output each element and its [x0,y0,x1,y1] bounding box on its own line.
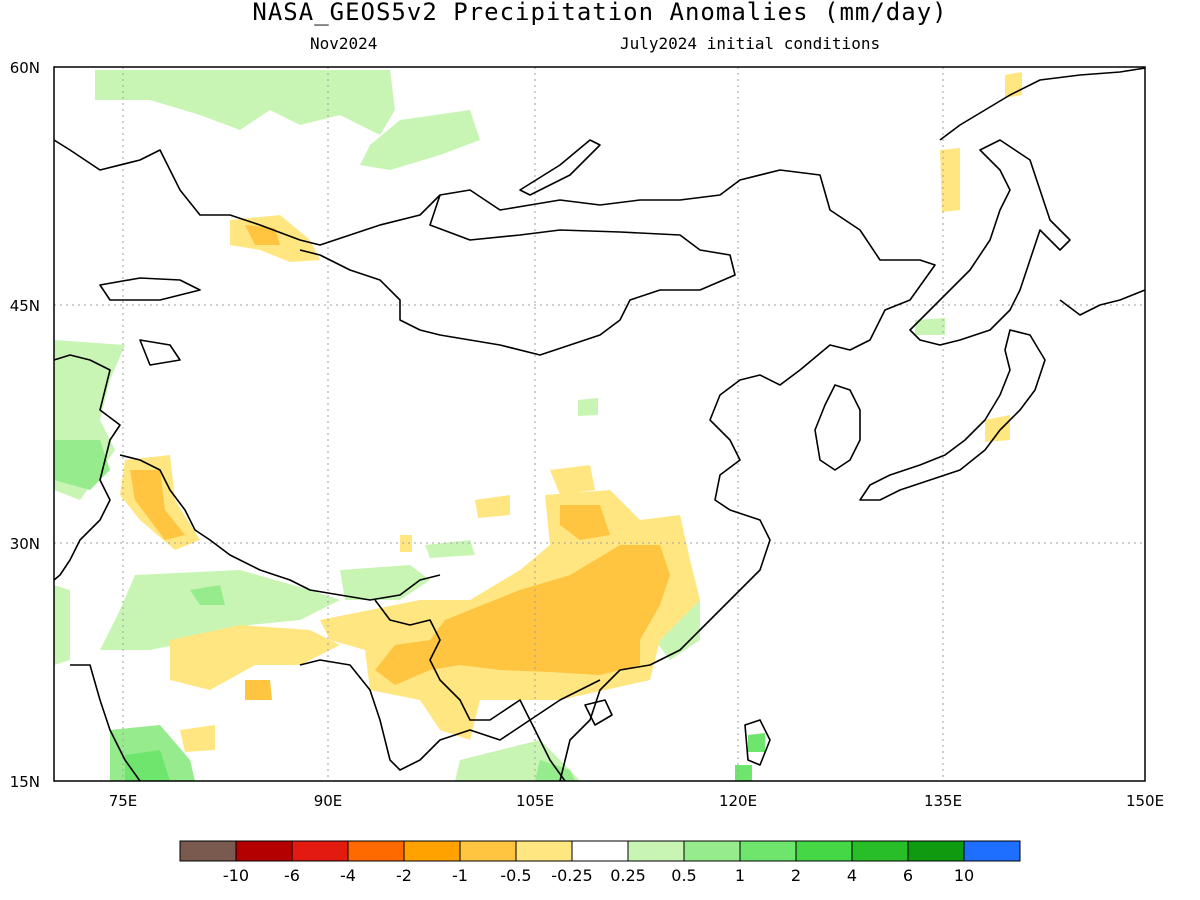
anomaly-region [125,750,170,781]
coastline [70,664,141,782]
coastline [53,139,936,782]
colorbar-swatch [459,840,517,862]
anomaly-region [360,110,480,170]
colorbar-swatch [347,840,405,862]
coastlines [53,67,1146,782]
coastline [119,454,441,601]
coastline [584,699,613,726]
colorbar-label: -4 [340,866,356,885]
y-tick-label: 60N [10,59,40,77]
x-tick-label: 135E [924,792,962,810]
colorbar-swatch [907,840,965,862]
coastline [1059,289,1146,316]
anomaly-region [95,70,395,135]
colorbar-label: -1 [452,866,468,885]
anomaly-region [400,535,412,552]
colorbar-label: 10 [954,866,974,885]
anomaly-region [425,540,475,558]
coastline [99,277,201,301]
colorbar-label: -10 [223,866,249,885]
colorbar-swatch [963,840,1021,862]
anomaly-region [748,733,765,752]
anomaly-region [340,565,430,600]
coastline [939,67,1146,141]
coastline [299,659,601,771]
colorbar-label: 0.5 [671,866,696,885]
colorbar-label: 0.25 [610,866,646,885]
colorbar-swatch [403,840,461,862]
colorbar-swatch [683,840,741,862]
colorbar-label: -6 [284,866,300,885]
anomaly-region [940,148,960,212]
y-axis-labels: 60N 45N 30N 15N [10,59,40,791]
y-tick-label: 30N [10,535,40,553]
x-tick-label: 105E [516,792,554,810]
initial-conditions-label: July2024 initial conditions [620,34,881,53]
forecast-month: Nov2024 [310,34,378,53]
coastline [814,384,861,471]
anomaly-region [190,585,225,605]
x-tick-label: 90E [314,792,343,810]
x-tick-label: 150E [1126,792,1164,810]
colorbar-label: 6 [903,866,913,885]
coastline [859,329,1046,501]
anomaly-region [245,680,272,700]
coastline [139,339,181,366]
colorbar-swatch [291,840,349,862]
colorbar-swatch [235,840,293,862]
anomaly-region [54,585,70,665]
anomaly-region [535,760,575,781]
coastline [744,719,771,766]
x-axis-labels: 75E 90E 105E 120E 135E 150E [109,792,1164,810]
y-tick-label: 15N [10,773,40,791]
coastline [374,599,566,782]
x-tick-label: 75E [109,792,138,810]
anomaly-region [475,495,510,518]
map-title: NASA_GEOS5v2 Precipitation Anomalies (mm… [252,0,948,26]
colorbar-swatch [851,840,909,862]
coastline [519,139,601,196]
colorbar-swatch [179,840,237,862]
anomaly-region [180,725,215,752]
anomaly-region [735,765,752,781]
colorbar-swatch [627,840,685,862]
anomaly-region [130,470,185,540]
coastline [53,354,121,581]
anomaly-region [560,505,610,540]
colorbar-label: -2 [396,866,412,885]
anomaly-region [550,465,595,495]
x-tick-label: 120E [719,792,757,810]
anomaly-region [985,415,1010,442]
colorbar-swatch [739,840,797,862]
anomaly-region [578,398,598,416]
colorbar-label: 1 [735,866,745,885]
colorbar-swatch [571,840,629,862]
anomaly-region [170,625,340,690]
colorbar: -10 -6 -4 -2 -1 -0.5 -0.25 0.25 0.5 1 2 4 6 10 [179,840,1021,885]
anomaly-region [915,318,945,335]
colorbar-label: -0.5 [500,866,531,885]
colorbar-label: 4 [847,866,857,885]
colorbar-swatch [795,840,853,862]
anomaly-region [375,545,670,685]
map-frame [53,66,1146,782]
anomaly-region [100,570,340,650]
y-tick-label: 45N [10,297,40,315]
anomaly-region [54,440,110,490]
coastline [299,194,736,356]
colorbar-swatch [515,840,573,862]
colorbar-label: 2 [791,866,801,885]
colorbar-label: -0.25 [551,866,592,885]
coastline [909,139,1071,346]
anomaly-shading [54,70,1022,781]
